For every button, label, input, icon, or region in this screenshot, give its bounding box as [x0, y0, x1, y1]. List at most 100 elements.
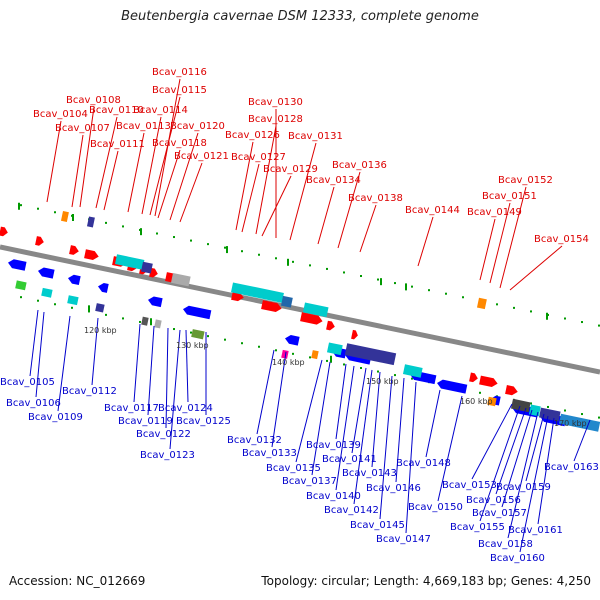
reverse-gene-label: Bcav_0158 — [478, 539, 533, 550]
reverse-gene — [183, 305, 212, 320]
forward-gene-label: Bcav_0136 — [332, 160, 387, 171]
reverse-label-leader — [185, 329, 189, 403]
track-dot — [139, 320, 141, 323]
forward-gene-label: Bcav_0129 — [263, 164, 318, 175]
track-tick — [287, 258, 289, 266]
track-dot — [241, 342, 243, 345]
track-dot — [54, 211, 56, 214]
scale-label: 170 kbp — [554, 419, 587, 428]
reverse-gene — [38, 267, 55, 279]
track-dot — [360, 275, 362, 277]
track-tick — [18, 202, 20, 210]
gene-block — [476, 297, 487, 310]
gene-block — [344, 343, 397, 366]
track-dot — [173, 328, 175, 331]
reverse-gene-label: Bcav_0112 — [62, 386, 117, 397]
reverse-gene-label: Bcav_0124 — [158, 403, 213, 414]
gene-shape — [69, 245, 79, 255]
gene-block — [402, 364, 423, 378]
reverse-label-leader — [147, 325, 155, 416]
gene-block — [67, 295, 79, 306]
reverse-label-leader — [537, 417, 555, 525]
track-dot — [190, 239, 192, 242]
reverse-gene-label: Bcav_0105 — [0, 377, 55, 388]
forward-gene-label: Bcav_0134 — [306, 175, 361, 186]
forward-gene-label: Bcav_0126 — [225, 130, 280, 141]
gene-block — [311, 350, 319, 360]
forward-label-leader — [289, 142, 317, 241]
reverse-gene-label: Bcav_0132 — [227, 435, 282, 446]
reverse-label-leader — [29, 309, 39, 377]
gene-block — [170, 272, 191, 287]
reverse-label-leader — [35, 311, 45, 398]
reverse-label-leader — [437, 395, 463, 502]
reverse-gene-label: Bcav_0109 — [28, 412, 83, 423]
scale-label: 120 kbp — [84, 326, 117, 335]
reverse-gene-label: Bcav_0139 — [306, 440, 361, 451]
reverse-label-leader — [169, 329, 181, 450]
track-dot — [445, 292, 447, 295]
forward-label-leader — [255, 125, 277, 235]
reverse-gene-label: Bcav_0140 — [306, 491, 361, 502]
reverse-gene — [437, 379, 468, 394]
track-dot — [71, 306, 73, 309]
track-dot — [479, 391, 481, 394]
forward-gene — [0, 226, 8, 237]
forward-gene — [300, 312, 323, 325]
track-dot — [37, 207, 39, 210]
reverse-gene-label: Bcav_0135 — [266, 463, 321, 474]
track-dot — [360, 367, 362, 369]
gene-shape — [148, 296, 163, 308]
forward-gene-label: Bcav_0131 — [288, 131, 343, 142]
forward-label-leader — [71, 134, 84, 208]
track-dot — [343, 363, 345, 366]
forward-label-leader — [79, 106, 95, 208]
forward-label-leader — [179, 162, 203, 223]
reverse-label-leader — [133, 323, 141, 403]
track-dot — [173, 236, 175, 239]
forward-gene-label: Bcav_0107 — [55, 123, 110, 134]
track-dot — [105, 221, 107, 224]
track-dot — [428, 289, 430, 292]
reverse-gene — [68, 274, 81, 286]
gene-shape — [326, 320, 335, 331]
reverse-label-leader — [379, 375, 393, 520]
reverse-gene-label: Bcav_0137 — [282, 476, 337, 487]
reverse-gene-label: Bcav_0106 — [6, 398, 61, 409]
forward-label-leader — [489, 202, 511, 284]
reverse-label-leader — [519, 415, 549, 553]
forward-gene — [69, 245, 79, 255]
forward-gene-label: Bcav_0104 — [33, 109, 88, 120]
track-tick — [546, 312, 548, 320]
forward-gene — [505, 385, 518, 396]
forward-label-leader — [359, 204, 377, 253]
gene-block — [15, 280, 27, 291]
forward-gene — [261, 300, 282, 313]
reverse-label-leader — [405, 381, 417, 534]
track-dot — [598, 324, 600, 327]
forward-label-leader — [509, 245, 563, 291]
reverse-label-leader — [256, 349, 275, 435]
gene-shape — [0, 226, 8, 237]
reverse-label-leader — [165, 327, 169, 429]
forward-label-leader — [127, 132, 145, 213]
track-tick — [150, 318, 152, 326]
forward-label-leader — [149, 96, 181, 216]
reverse-gene — [285, 334, 300, 346]
reverse-gene-label: Bcav_0119 — [118, 416, 173, 427]
gene-block — [280, 295, 293, 308]
genome-backbone — [0, 244, 600, 375]
reverse-label-leader — [495, 407, 527, 495]
track-dot — [258, 345, 260, 348]
reverse-label-leader — [425, 389, 441, 458]
gene-block — [230, 282, 284, 303]
forward-label-leader — [169, 132, 199, 221]
forward-gene-label: Bcav_0120 — [170, 121, 225, 132]
forward-gene-label: Bcav_0108 — [66, 95, 121, 106]
gene-block — [302, 302, 329, 318]
forward-gene-label: Bcav_0116 — [152, 67, 207, 78]
forward-gene-label: Bcav_0149 — [467, 207, 522, 218]
reverse-label-leader — [525, 413, 545, 482]
reverse-gene-label: Bcav_0142 — [324, 505, 379, 516]
